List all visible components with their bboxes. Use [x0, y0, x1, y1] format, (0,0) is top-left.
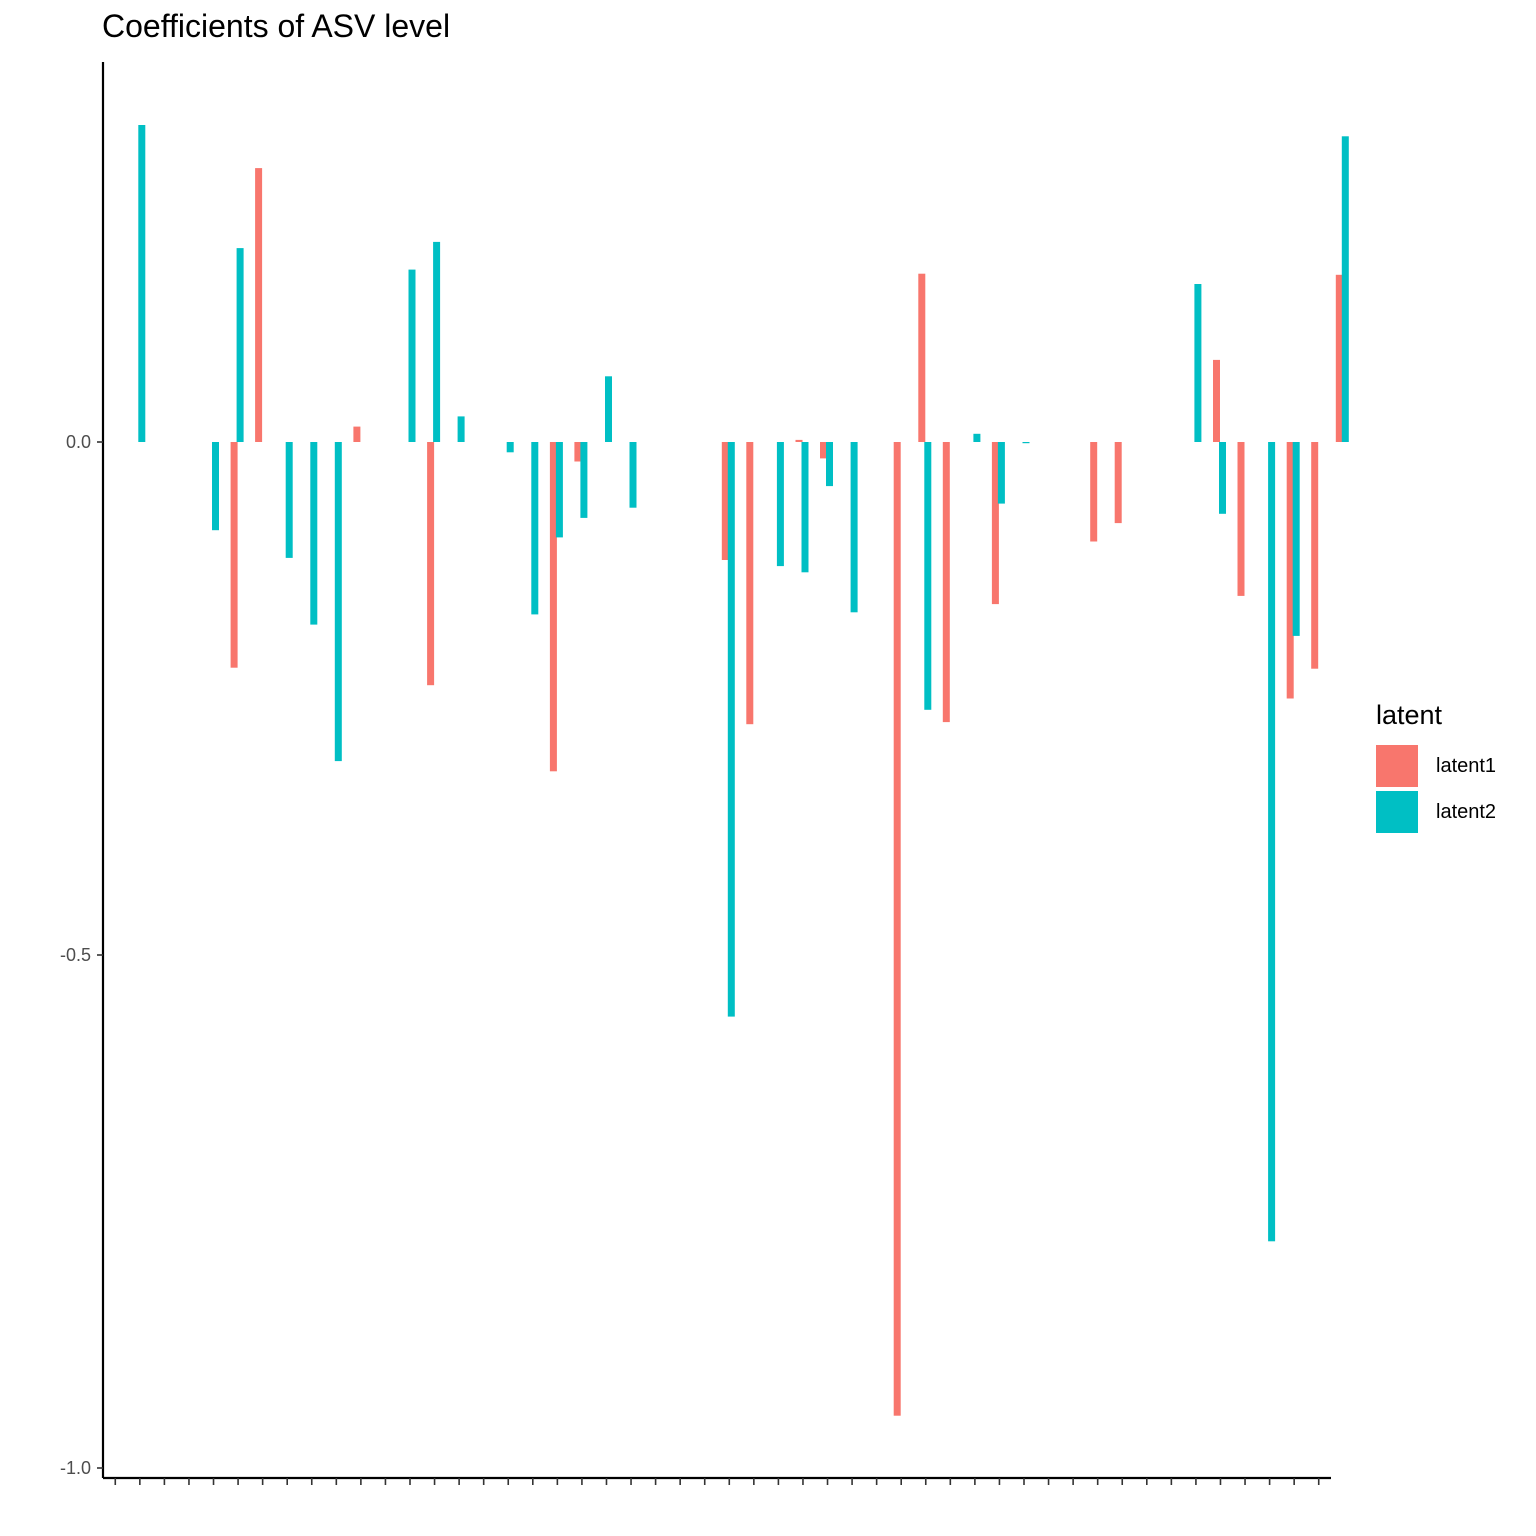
bar-latent2-47: [1268, 442, 1276, 1242]
bar-latent2-21: [629, 442, 637, 508]
legend-key-latent1: [1376, 745, 1418, 787]
bar-latent1-6: [255, 168, 263, 442]
bar-latent2-7: [285, 442, 293, 558]
bar-latent2-29: [826, 442, 833, 487]
bar-latent2-19: [580, 442, 588, 518]
bar-latent1-26: [746, 442, 754, 725]
y-tick-label-0: 0.0: [66, 432, 91, 452]
bar-latent2-14: [457, 416, 465, 442]
bar-latent1-13: [427, 442, 435, 686]
bar-latent1-36: [991, 442, 999, 605]
bar-latent2-5: [236, 248, 244, 442]
y-tick-label-1: -0.5: [60, 945, 91, 965]
legend-key-latent2: [1376, 791, 1418, 833]
bar-latent2-48: [1292, 442, 1300, 636]
bar-latent2-13: [433, 241, 441, 442]
bars-latent2: [138, 125, 1349, 1242]
legend-label-latent1: latent1: [1436, 754, 1497, 777]
legend-title: latent: [1376, 700, 1443, 730]
bar-latent1-28: [795, 439, 803, 442]
bar-latent2-44: [1194, 284, 1202, 442]
legend-item-latent1: latent1: [1376, 743, 1496, 789]
y-tick-label-2: -1.0: [60, 1458, 91, 1478]
chart-title: Coefficients of ASV level: [102, 8, 451, 44]
bar-latent2-28: [801, 442, 809, 573]
bars-latent1: [230, 168, 1343, 1416]
bar-latent2-8: [310, 442, 318, 625]
bar-latent2-17: [531, 442, 539, 615]
legend-label-latent2: latent2: [1436, 800, 1497, 823]
bar-latent2-25: [727, 442, 735, 1017]
bar-latent1-49: [1311, 442, 1319, 669]
bar-latent1-46: [1237, 442, 1245, 596]
bar-latent2-12: [408, 269, 416, 442]
bar-latent1-41: [1114, 442, 1122, 524]
bar-latent2-35: [973, 433, 981, 442]
legend: latent latent1 latent2: [1376, 700, 1496, 835]
bar-latent2-20: [605, 376, 612, 442]
legend-item-latent2: latent2: [1376, 789, 1496, 835]
bar-latent1-5: [230, 442, 238, 668]
bar-latent1-32: [893, 442, 901, 1416]
bar-latent2-9: [334, 442, 342, 762]
bar-latent2-16: [506, 442, 514, 453]
bar-latent1-40: [1090, 442, 1098, 542]
bar-latent2-27: [776, 442, 784, 567]
bar-latent1-19: [574, 442, 582, 462]
bar-latent2-1: [138, 125, 146, 442]
x-axis: [103, 1476, 1331, 1485]
bar-latent1-10: [353, 426, 361, 442]
bar-latent2-37: [1022, 442, 1030, 444]
bar-latent1-34: [942, 442, 950, 723]
bar-latent2-30: [850, 442, 858, 613]
y-axis: 0.0 -0.5 -1.0: [60, 62, 105, 1478]
bar-latent2-36: [997, 442, 1005, 504]
bar-latent2-50: [1341, 136, 1349, 443]
bar-latent2-45: [1219, 442, 1226, 514]
bar-latent1-48: [1286, 442, 1294, 699]
bar-latent1-25: [721, 442, 729, 560]
bar-latent1-18: [549, 442, 557, 772]
bar-latent1-50: [1335, 274, 1343, 442]
bar-latent1-29: [820, 442, 827, 459]
bar-latent2-4: [212, 442, 219, 531]
bar-latent1-33: [918, 273, 926, 442]
bar-latent2-33: [924, 442, 932, 710]
bar-latent2-18: [555, 442, 563, 538]
bar-latent1-45: [1213, 359, 1220, 442]
